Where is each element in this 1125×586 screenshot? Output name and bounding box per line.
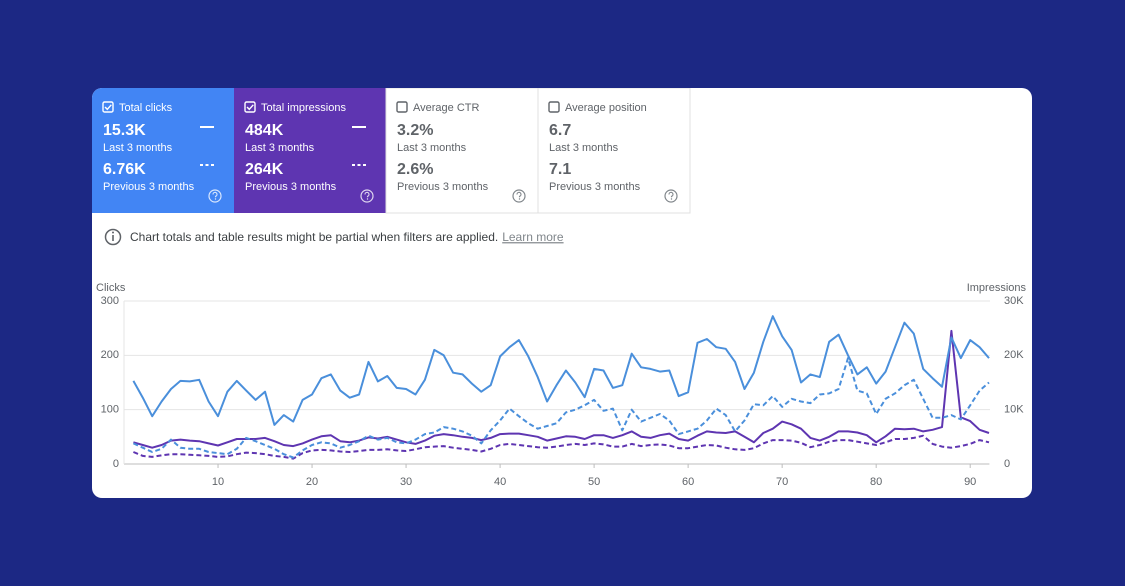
help-icon [664, 189, 678, 203]
y2-tick-label: 20K [1004, 349, 1024, 361]
metric-card[interactable]: Average CTR 3.2% Last 3 months 2.6% Previous… [385, 88, 539, 214]
card-previous-period: Previous 3 months [245, 181, 337, 193]
help-icon [512, 189, 526, 203]
help-glyph [212, 191, 218, 198]
card-value: 3.2% [397, 122, 433, 139]
y2-axis-label: Impressions [967, 282, 1027, 294]
y-tick-label: 0 [113, 458, 119, 470]
series-line [133, 329, 990, 449]
checkmark [104, 104, 112, 111]
x-tick-label: 60 [682, 476, 694, 488]
y2-tick-label: 0 [1004, 458, 1010, 470]
x-tick-label: 20 [306, 476, 318, 488]
card-period: Last 3 months [103, 142, 173, 154]
x-tick-label: 90 [964, 476, 976, 488]
y-axis-label: Clicks [96, 282, 126, 294]
card-background [385, 88, 539, 214]
help-icon [360, 189, 374, 203]
card-label: Average CTR [413, 102, 479, 114]
card-period: Last 3 months [397, 142, 467, 154]
card-previous-value: 2.6% [397, 161, 433, 178]
checkbox [102, 101, 114, 113]
card-previous-period: Previous 3 months [103, 181, 195, 193]
help-dot [366, 198, 369, 200]
card-label: Average position [565, 102, 647, 114]
x-tick-label: 10 [212, 476, 224, 488]
x-tick-label: 80 [870, 476, 882, 488]
series-line [132, 315, 990, 426]
checkbox [396, 101, 408, 113]
card-value: 6.7 [549, 122, 571, 139]
checkmark [246, 104, 254, 111]
metric-card[interactable]: Average position 6.7 Last 3 months 7.1 Previ… [537, 88, 691, 214]
y2-tick-label: 30K [1004, 295, 1024, 307]
x-tick-label: 30 [400, 476, 412, 488]
learn-more-link[interactable]: Learn more [502, 230, 564, 244]
card-period: Last 3 months [245, 142, 315, 154]
y-tick-label: 100 [101, 404, 119, 416]
series-line [133, 434, 990, 460]
y-tick-label: 200 [101, 349, 119, 361]
checkbox [244, 101, 256, 113]
card-previous-value: 264K [245, 161, 284, 178]
help-glyph [516, 191, 522, 198]
card-value: 15.3K [103, 122, 146, 139]
y2-tick-label: 10K [1004, 404, 1024, 416]
help-glyph [668, 191, 674, 198]
card-background [537, 88, 691, 214]
x-tick-label: 50 [588, 476, 600, 488]
notice-text: Chart totals and table results might be … [130, 230, 498, 244]
card-previous-value: 7.1 [549, 161, 571, 178]
info-icon [104, 228, 122, 246]
card-previous-period: Previous 3 months [549, 181, 641, 193]
series-line [132, 357, 990, 459]
metric-cards: Total clicks 15.3K Last 3 months 6.76K Previ… [82, 88, 691, 214]
card-period: Last 3 months [549, 142, 619, 154]
help-glyph [364, 191, 370, 198]
card-previous-period: Previous 3 months [397, 181, 489, 193]
card-previous-value: 6.76K [103, 161, 146, 178]
help-dot [518, 198, 521, 200]
metric-card[interactable]: Total impressions 484K Last 3 months 264K Pr… [234, 88, 386, 213]
metric-card[interactable]: Total clicks 15.3K Last 3 months 6.76K Previ… [82, 88, 234, 213]
chart: 0 100 200 300 0 10K 20K 30K 10 20 30 40 50 60 70 80 90 [101, 295, 1025, 488]
x-tick-label: 40 [494, 476, 506, 488]
help-dot [214, 198, 217, 200]
card-background [234, 88, 386, 213]
checkbox [548, 101, 560, 113]
card-value: 484K [245, 122, 284, 139]
help-dot [670, 198, 673, 200]
card-label: Total clicks [119, 102, 173, 114]
x-tick-label: 70 [776, 476, 788, 488]
help-icon [208, 189, 222, 203]
card-label: Total impressions [261, 102, 346, 114]
y-tick-label: 300 [101, 295, 119, 307]
